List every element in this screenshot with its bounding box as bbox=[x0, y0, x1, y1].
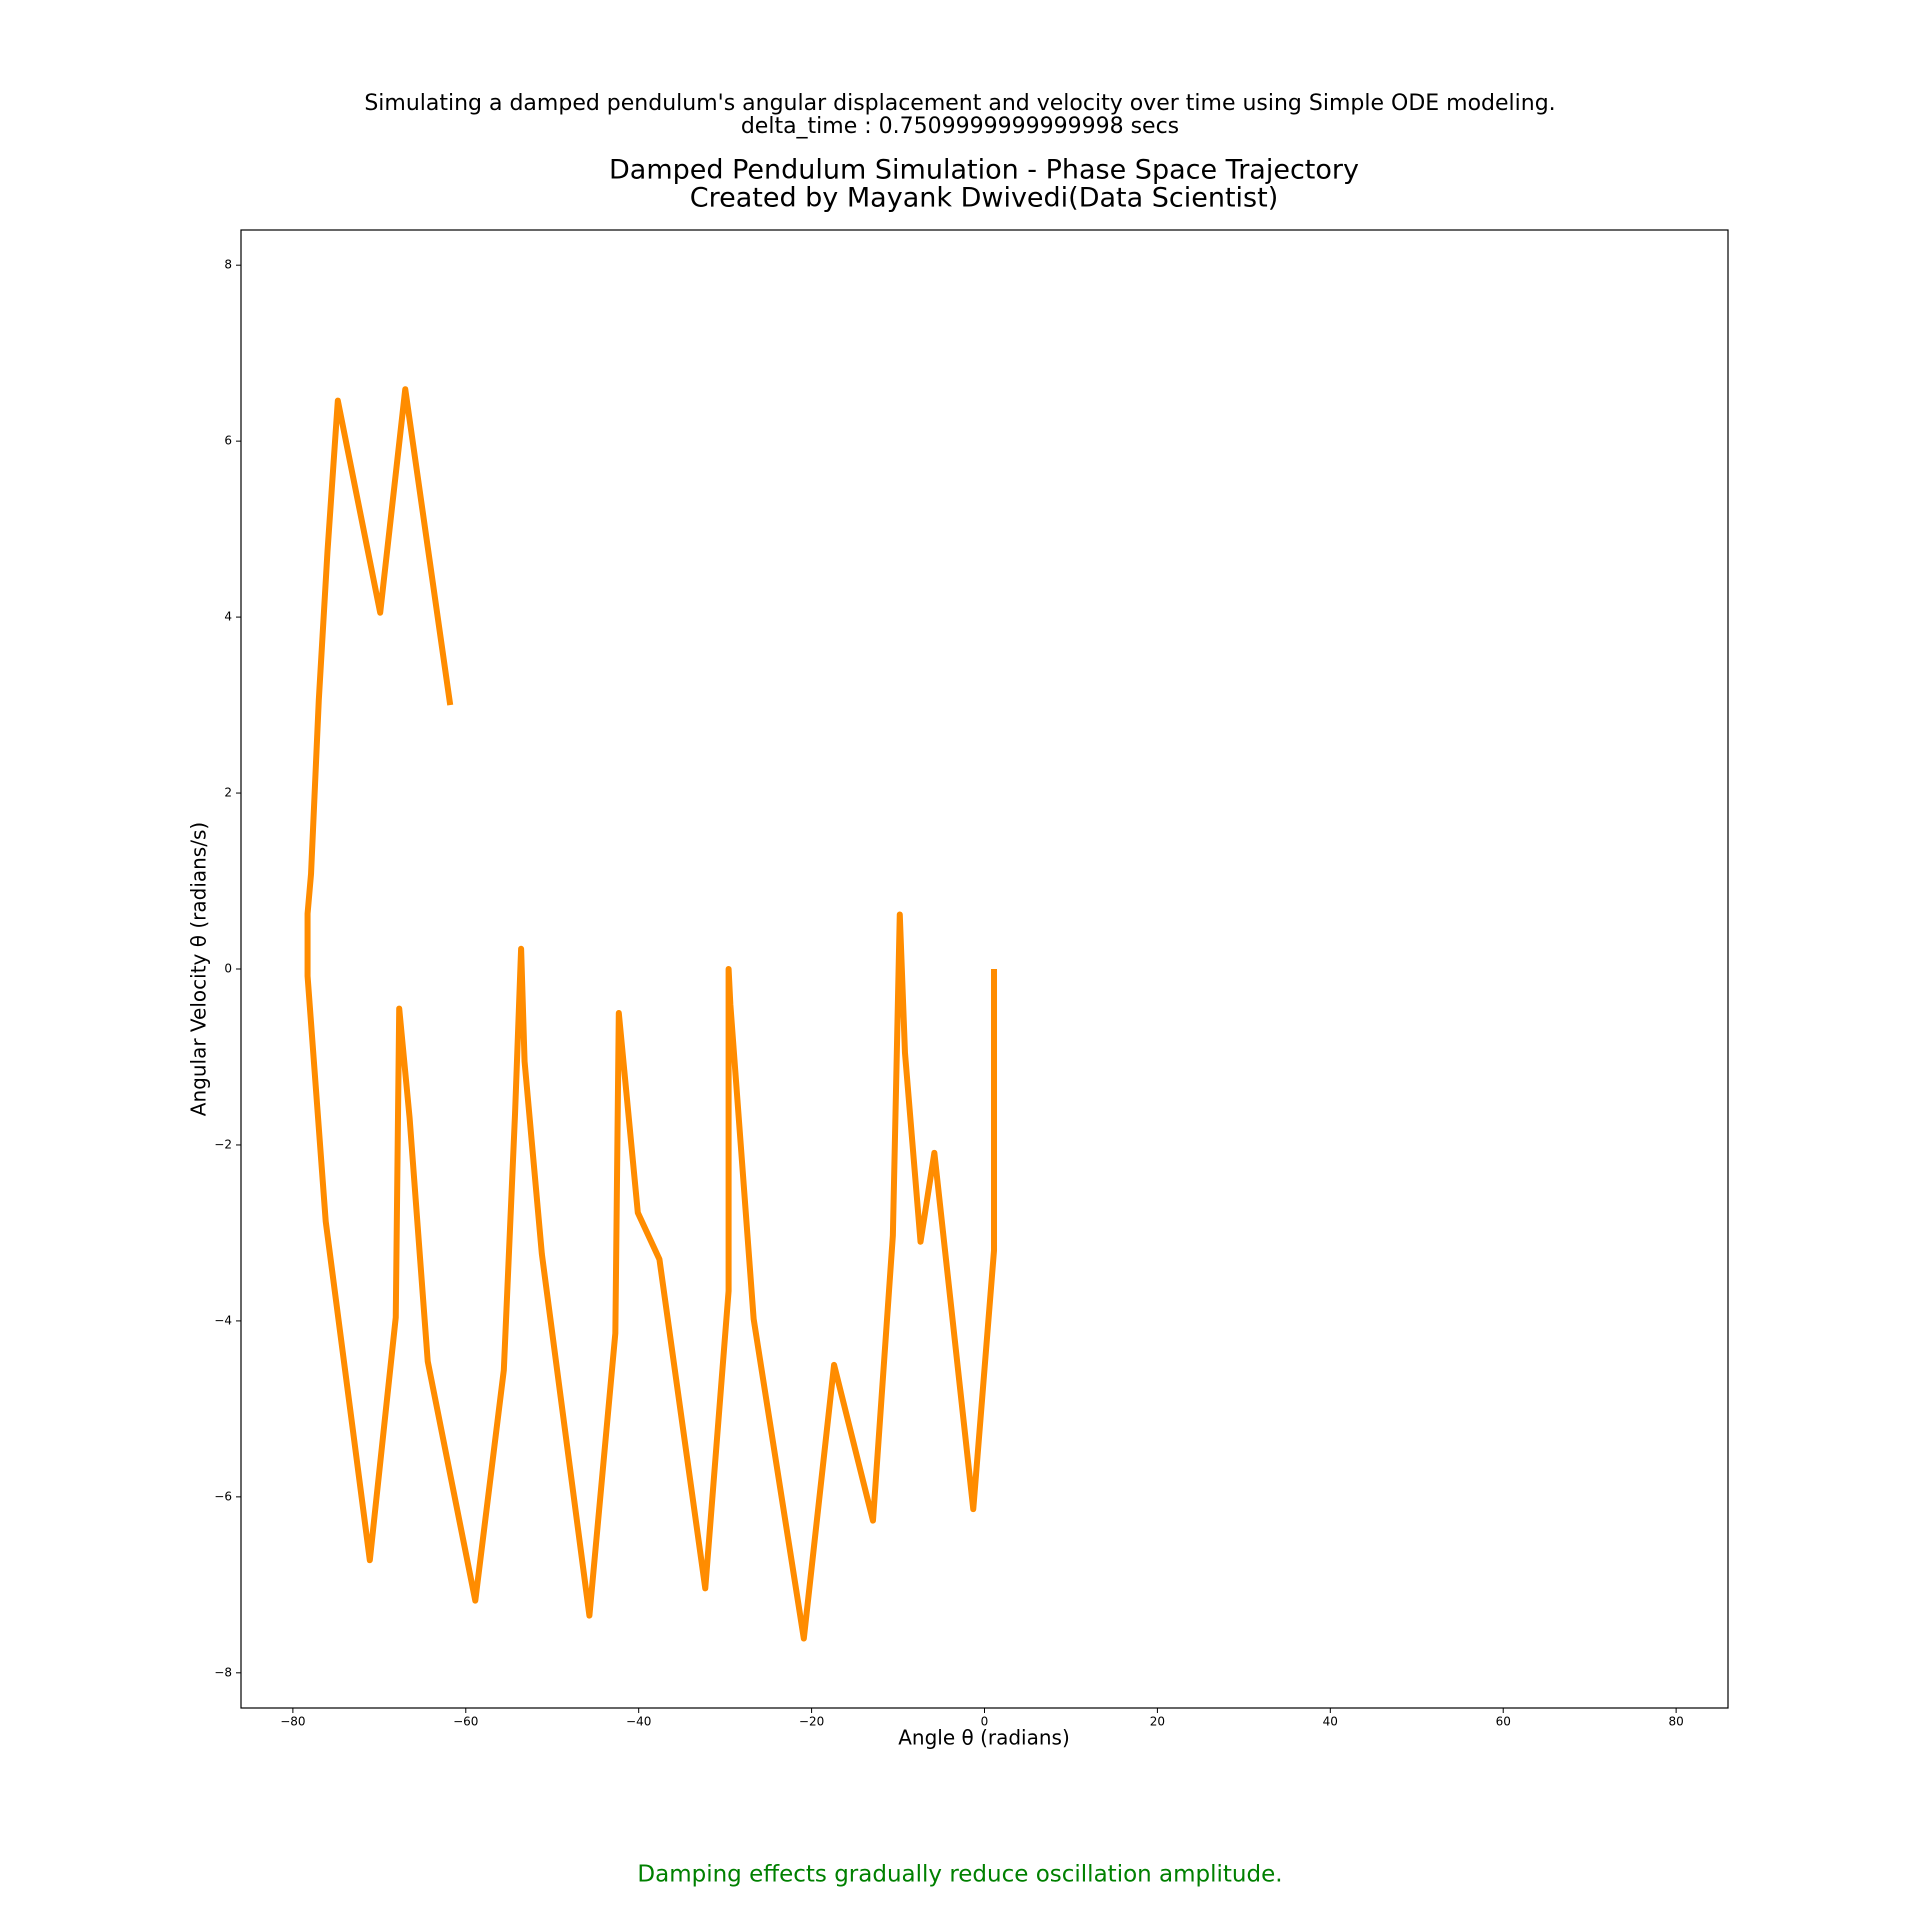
y-tick-label: 6 bbox=[224, 434, 232, 448]
x-axis-label: Angle θ (radians) bbox=[898, 1726, 1070, 1750]
x-tick-label: −60 bbox=[453, 1715, 478, 1729]
y-tick-label: −6 bbox=[214, 1489, 232, 1503]
chart-title: Damped Pendulum Simulation - Phase Space… bbox=[609, 155, 1359, 186]
x-tick-label: 40 bbox=[1323, 1715, 1338, 1729]
annotation: Damping effects gradually reduce oscilla… bbox=[637, 1862, 1282, 1888]
x-tick-label: 80 bbox=[1668, 1715, 1683, 1729]
y-tick-label: 2 bbox=[224, 786, 232, 800]
x-tick-label: −40 bbox=[626, 1715, 651, 1729]
suptitle: delta_time : 0.7509999999999998 secs bbox=[741, 114, 1179, 139]
y-tick-label: −2 bbox=[214, 1137, 232, 1151]
y-tick-label: 4 bbox=[224, 610, 232, 624]
x-tick-label: −80 bbox=[280, 1715, 305, 1729]
suptitle: Simulating a damped pendulum's angular d… bbox=[364, 91, 1555, 116]
y-axis-label: Angular Velocity θ (radians/s) bbox=[187, 822, 211, 1116]
x-tick-label: 60 bbox=[1496, 1715, 1511, 1729]
y-tick-label: −8 bbox=[214, 1665, 232, 1679]
y-tick-label: −4 bbox=[214, 1313, 232, 1327]
y-tick-label: 0 bbox=[224, 962, 232, 976]
x-tick-label: 20 bbox=[1150, 1715, 1165, 1729]
y-tick-label: 8 bbox=[224, 258, 232, 272]
chart-title: Created by Mayank Dwivedi(Data Scientist… bbox=[690, 183, 1279, 214]
x-tick-label: −20 bbox=[799, 1715, 824, 1729]
trajectory-line bbox=[304, 386, 998, 1642]
plot-frame bbox=[240, 229, 1729, 1709]
x-tick-label: 0 bbox=[981, 1715, 989, 1729]
